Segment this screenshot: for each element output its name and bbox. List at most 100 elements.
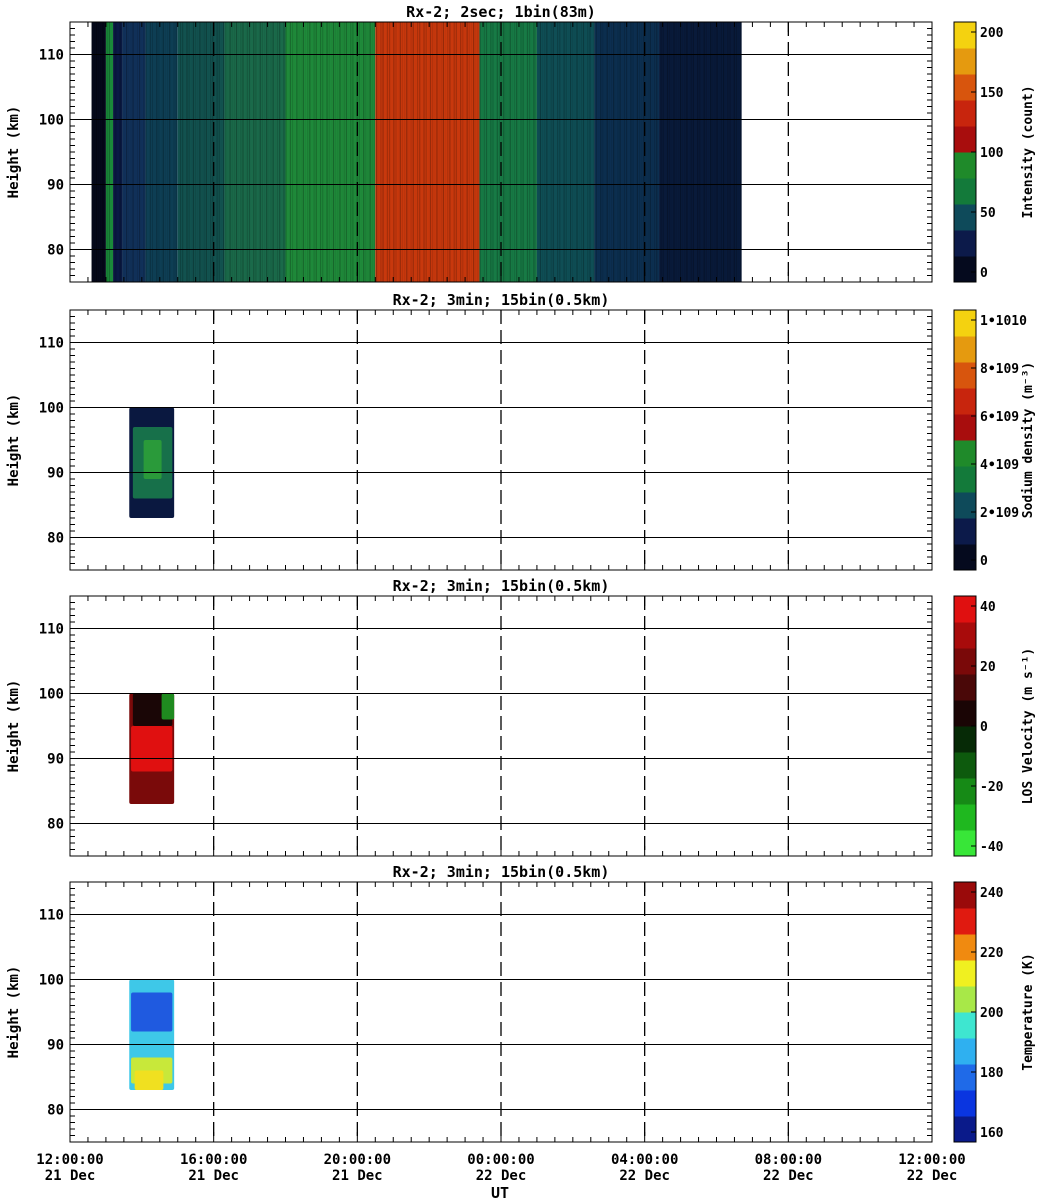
intensity-texture	[266, 22, 268, 282]
y-axis-label: Height (km)	[6, 106, 22, 199]
intensity-texture	[432, 22, 434, 282]
colorbar-label: LOS Velocity (m s⁻¹)	[1021, 648, 1036, 805]
intensity-texture	[712, 22, 714, 282]
intensity-texture	[719, 22, 720, 282]
intensity-texture	[568, 22, 569, 282]
intensity-texture	[115, 22, 117, 282]
intensity-texture	[690, 22, 692, 282]
colorbar-swatch	[954, 48, 976, 75]
intensity-texture	[438, 22, 440, 282]
x-tick-label-time: 16:00:00	[180, 1152, 247, 1168]
intensity-texture	[578, 22, 580, 282]
intensity-texture	[201, 22, 203, 282]
intensity-texture	[468, 22, 470, 282]
intensity-texture	[548, 22, 549, 282]
intensity-texture	[350, 22, 352, 282]
x-tick-label-date: 21 Dec	[188, 1168, 239, 1184]
colorbar-swatch	[954, 596, 976, 623]
intensity-texture	[235, 22, 238, 282]
y-tick-label: 110	[39, 336, 64, 352]
intensity-texture	[440, 22, 442, 282]
intensity-texture	[221, 22, 222, 282]
colorbar-swatch	[954, 908, 976, 935]
colorbar-swatch	[954, 310, 976, 337]
intensity-texture	[490, 22, 492, 282]
x-tick-label-time: 12:00:00	[36, 1152, 103, 1168]
colorbar-label: Sodium density (m⁻³)	[1021, 362, 1036, 519]
intensity-texture	[253, 22, 255, 282]
intensity-texture	[106, 22, 108, 282]
intensity-texture	[688, 22, 689, 282]
intensity-texture	[294, 22, 295, 282]
intensity-texture	[630, 22, 632, 282]
intensity-texture	[380, 22, 382, 282]
colorbar-swatch	[954, 362, 976, 389]
intensity-texture	[158, 22, 160, 282]
intensity-texture	[363, 22, 365, 282]
intensity-texture	[188, 22, 190, 282]
colorbar-swatch	[954, 882, 976, 909]
intensity-texture	[684, 22, 686, 282]
intensity-texture	[716, 22, 718, 282]
intensity-texture	[93, 22, 95, 282]
colorbar-swatch	[954, 204, 976, 231]
colorbar-tick-label: 0	[980, 720, 988, 735]
intensity-texture	[242, 22, 244, 282]
intensity-texture	[343, 22, 345, 282]
intensity-texture	[335, 22, 337, 282]
x-tick-label-date: 21 Dec	[332, 1168, 383, 1184]
intensity-texture	[369, 22, 371, 282]
intensity-texture	[322, 22, 324, 282]
intensity-texture	[248, 22, 251, 282]
intensity-texture	[272, 22, 274, 282]
intensity-texture	[589, 22, 591, 282]
intensity-texture	[399, 22, 401, 282]
colorbar-tick-label: 40	[980, 600, 996, 615]
intensity-texture	[365, 22, 367, 282]
panel-2: Rx-2; 3min; 15bin(0.5km) 80 90 100 110 Height…	[6, 291, 1036, 571]
intensity-texture	[692, 22, 694, 282]
intensity-texture	[738, 22, 739, 282]
intensity-texture	[518, 22, 519, 282]
colorbar-swatch	[954, 74, 976, 101]
intensity-texture	[593, 22, 595, 282]
data-blob	[131, 992, 173, 1032]
intensity-texture	[124, 22, 125, 282]
intensity-texture	[231, 22, 233, 282]
intensity-texture	[563, 22, 565, 282]
intensity-texture	[673, 22, 675, 282]
intensity-texture	[410, 22, 412, 282]
intensity-texture	[276, 22, 279, 282]
intensity-texture	[625, 22, 628, 282]
intensity-texture	[537, 22, 539, 282]
intensity-texture	[352, 22, 354, 282]
intensity-texture	[404, 22, 406, 282]
intensity-texture	[173, 22, 175, 282]
colorbar-swatch	[954, 1116, 976, 1143]
intensity-texture	[408, 22, 410, 282]
intensity-texture	[104, 22, 105, 282]
colorbar-frame	[953, 309, 977, 571]
colorbar-tick-label: -20	[980, 780, 1004, 795]
intensity-texture	[606, 22, 608, 282]
panel-1: Rx-2; 2sec; 1bin(83m) 80 90 100 110 Height (k…	[6, 3, 1036, 283]
intensity-texture	[507, 22, 509, 282]
intensity-texture	[701, 22, 702, 282]
intensity-block	[375, 22, 480, 282]
intensity-texture	[477, 22, 479, 282]
intensity-texture	[617, 22, 619, 282]
intensity-texture	[113, 22, 115, 282]
intensity-texture	[622, 22, 623, 282]
colorbar-swatch	[954, 492, 976, 519]
intensity-texture	[585, 22, 586, 282]
intensity-texture	[436, 22, 438, 282]
colorbar-swatch	[954, 622, 976, 649]
intensity-texture	[559, 22, 561, 282]
y-tick-label: 90	[47, 466, 64, 482]
intensity-texture	[102, 22, 104, 282]
intensity-texture	[95, 22, 98, 282]
intensity-texture	[145, 22, 147, 282]
intensity-texture	[182, 22, 184, 282]
intensity-texture	[580, 22, 582, 282]
intensity-texture	[160, 22, 162, 282]
